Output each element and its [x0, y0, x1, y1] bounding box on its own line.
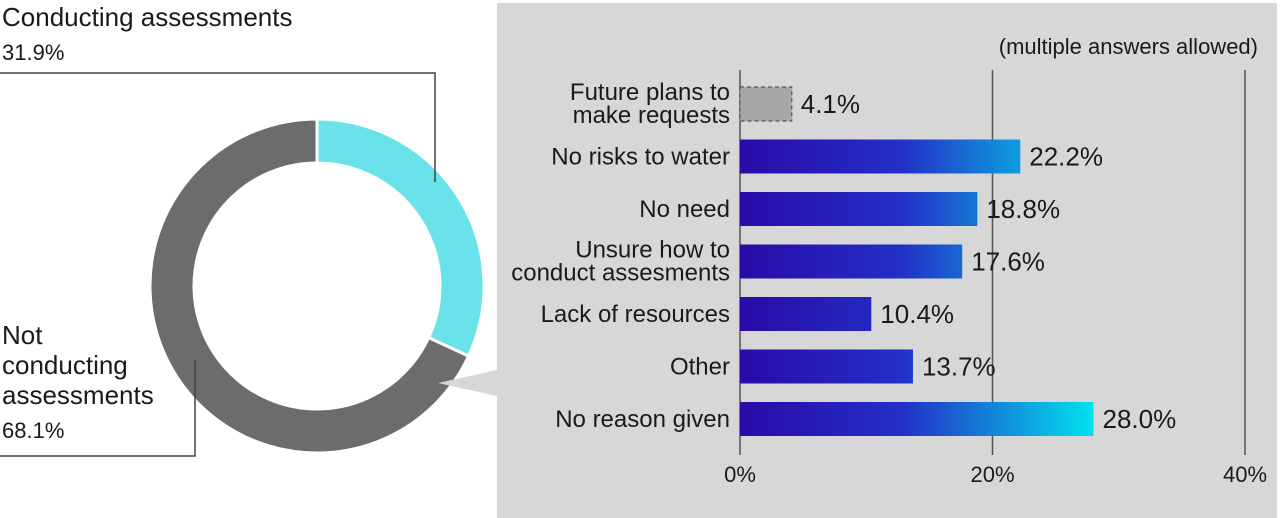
donut-value-conducting: 31.9%: [2, 40, 65, 65]
callout-wedge: [438, 370, 497, 396]
bar-value-label: 28.0%: [1103, 404, 1177, 434]
bar: [740, 244, 963, 279]
bar: [740, 349, 913, 384]
multiple-answers-note: (multiple answers allowed): [998, 34, 1258, 59]
bar-value-label: 18.8%: [986, 194, 1060, 224]
bar-value-label: 10.4%: [880, 299, 954, 329]
x-tick-label: 40%: [1223, 462, 1267, 487]
donut-label-not-line2: conducting: [2, 350, 128, 380]
donut-slice-not-conducting: [148, 117, 471, 455]
donut-label-not-line1: Not: [2, 320, 43, 350]
bar: [740, 402, 1094, 436]
bar: [740, 192, 978, 226]
bar: [740, 297, 872, 331]
x-tick-label: 0%: [724, 462, 756, 487]
bar-value-label: 13.7%: [922, 352, 996, 382]
category-label: No reason given: [555, 406, 730, 433]
category-label: No risks to water: [551, 144, 730, 171]
donut-chart: [0, 72, 486, 457]
donut-slice-conducting: [315, 117, 486, 359]
category-label: make requests: [573, 102, 730, 129]
category-label: Unsure how to: [575, 237, 730, 264]
leader-line-conducting: [0, 72, 436, 182]
leader-line-not-conducting: [0, 360, 196, 457]
x-tick-label: 20%: [970, 462, 1014, 487]
donut-label-not-line3: assessments: [2, 380, 154, 410]
category-label: Future plans to: [570, 79, 730, 106]
bar: [740, 139, 1021, 174]
category-label: conduct assesments: [511, 260, 730, 287]
bar: [739, 86, 793, 122]
category-label: No need: [639, 196, 730, 223]
donut-label-conducting: Conducting assessments: [2, 2, 293, 32]
bar-value-label: 17.6%: [971, 247, 1045, 277]
bar-value-label: 22.2%: [1029, 142, 1103, 172]
bar-value-label: 4.1%: [801, 89, 860, 119]
donut-value-not-conducting: 68.1%: [2, 418, 65, 443]
category-label: Lack of resources: [541, 301, 730, 328]
category-label: Other: [670, 354, 730, 381]
